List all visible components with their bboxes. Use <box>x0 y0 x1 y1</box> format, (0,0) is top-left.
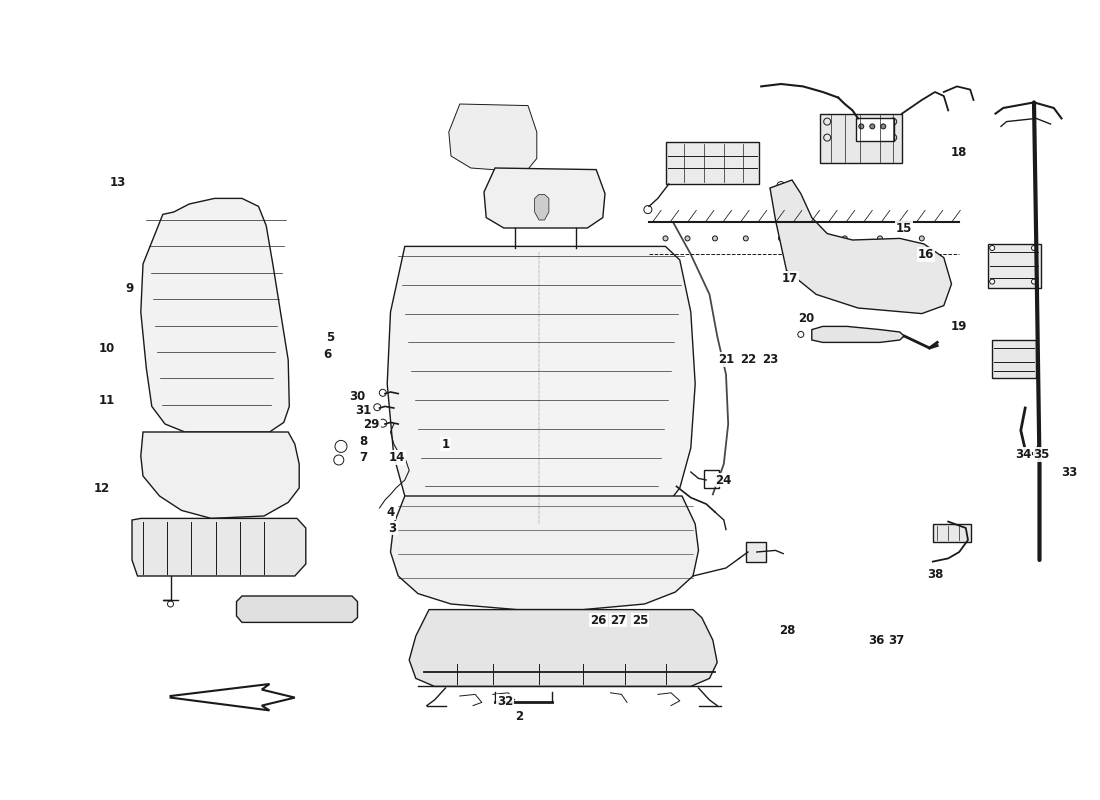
Text: 31: 31 <box>355 404 371 417</box>
Circle shape <box>713 236 717 241</box>
Polygon shape <box>236 596 358 622</box>
Polygon shape <box>812 326 904 342</box>
Text: 5: 5 <box>326 331 334 344</box>
Circle shape <box>990 279 994 284</box>
Polygon shape <box>387 246 695 532</box>
Circle shape <box>1032 246 1036 250</box>
Circle shape <box>136 554 143 561</box>
Text: 2: 2 <box>515 710 524 723</box>
Circle shape <box>920 236 924 241</box>
Circle shape <box>744 236 748 241</box>
Text: 29: 29 <box>364 418 380 430</box>
Bar <box>746 542 766 562</box>
Polygon shape <box>390 496 698 610</box>
Circle shape <box>153 554 159 561</box>
Circle shape <box>676 671 683 678</box>
Text: 21: 21 <box>718 353 734 366</box>
Text: 26: 26 <box>591 614 606 626</box>
Circle shape <box>685 236 690 241</box>
Circle shape <box>663 236 668 241</box>
Polygon shape <box>484 168 605 228</box>
Text: 38: 38 <box>927 568 943 581</box>
Bar <box>704 470 719 488</box>
Text: 19: 19 <box>952 320 967 333</box>
Circle shape <box>497 671 504 678</box>
Text: 3: 3 <box>388 522 397 534</box>
Bar <box>842 242 894 267</box>
Polygon shape <box>170 684 295 710</box>
Bar <box>856 118 894 141</box>
Text: 28: 28 <box>780 624 795 637</box>
Text: 4: 4 <box>386 506 395 519</box>
Circle shape <box>859 124 864 129</box>
Text: 33: 33 <box>1062 466 1077 478</box>
Text: 37: 37 <box>889 634 904 646</box>
Circle shape <box>459 671 465 678</box>
Text: 16: 16 <box>918 248 934 261</box>
Circle shape <box>779 236 783 241</box>
Text: 15: 15 <box>896 222 912 234</box>
Text: 17: 17 <box>782 272 797 285</box>
Bar <box>187 528 267 558</box>
Text: 27: 27 <box>610 614 626 626</box>
Text: 30: 30 <box>350 390 365 402</box>
Text: 14: 14 <box>389 451 405 464</box>
Bar <box>510 582 579 600</box>
Circle shape <box>640 671 647 678</box>
Polygon shape <box>132 518 306 576</box>
Circle shape <box>285 554 292 561</box>
Bar <box>933 524 971 542</box>
Text: 20: 20 <box>799 312 814 325</box>
Circle shape <box>843 236 847 241</box>
Text: 36: 36 <box>869 634 884 646</box>
Text: 13: 13 <box>110 176 125 189</box>
Circle shape <box>990 246 994 250</box>
Text: 24: 24 <box>716 474 732 486</box>
Text: 23: 23 <box>762 353 778 366</box>
Circle shape <box>812 236 816 241</box>
Circle shape <box>881 124 886 129</box>
Circle shape <box>878 236 882 241</box>
Circle shape <box>870 124 874 129</box>
Text: 18: 18 <box>952 146 967 158</box>
Circle shape <box>547 671 553 678</box>
Bar <box>820 114 902 163</box>
Text: 6: 6 <box>323 348 332 361</box>
Text: 32: 32 <box>497 695 513 708</box>
Text: 9: 9 <box>125 282 134 294</box>
Polygon shape <box>449 104 537 172</box>
Polygon shape <box>141 198 289 432</box>
Circle shape <box>798 331 804 338</box>
Text: 34: 34 <box>1015 448 1031 461</box>
Text: 10: 10 <box>99 342 114 354</box>
Text: 35: 35 <box>1034 448 1049 461</box>
Text: 25: 25 <box>632 614 648 626</box>
Polygon shape <box>409 610 717 686</box>
Polygon shape <box>141 432 299 518</box>
Bar <box>992 340 1036 378</box>
Text: 22: 22 <box>740 353 756 366</box>
Circle shape <box>1032 279 1036 284</box>
Text: 11: 11 <box>99 394 114 406</box>
Circle shape <box>596 671 603 678</box>
Polygon shape <box>770 180 952 314</box>
Bar <box>988 244 1041 288</box>
Text: 1: 1 <box>441 438 450 450</box>
Text: 7: 7 <box>359 451 367 464</box>
Text: 12: 12 <box>95 482 110 494</box>
Bar <box>666 142 759 184</box>
Polygon shape <box>535 194 549 220</box>
Text: 8: 8 <box>359 435 367 448</box>
